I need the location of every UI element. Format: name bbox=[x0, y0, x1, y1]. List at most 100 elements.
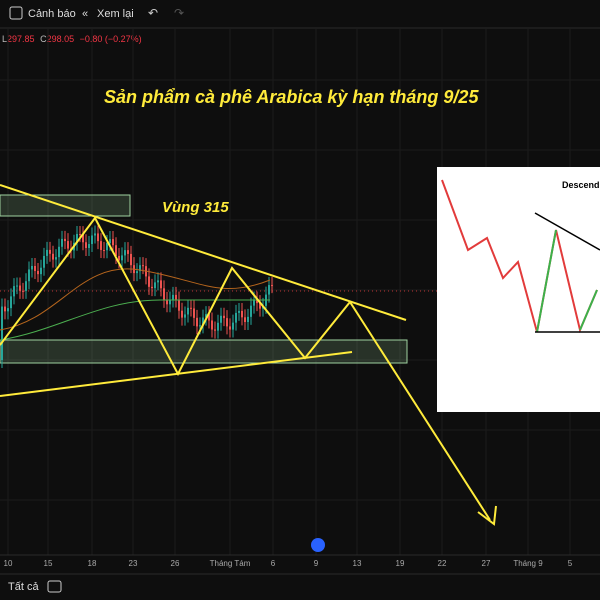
candle-body bbox=[10, 296, 12, 309]
candle-body bbox=[217, 322, 219, 331]
x-axis: 10 15 18 23 26 Tháng Tám 6 9 13 19 22 27 Tháng 9 5 bbox=[4, 559, 573, 568]
candle-body bbox=[100, 241, 102, 250]
candle-body bbox=[151, 286, 153, 289]
candle-body bbox=[241, 310, 243, 318]
date-range-icon[interactable] bbox=[47, 580, 62, 593]
candle-body bbox=[109, 239, 111, 244]
candle-body bbox=[184, 314, 186, 318]
candle-body bbox=[25, 281, 27, 291]
candle-body bbox=[40, 267, 42, 275]
candle-body bbox=[67, 241, 69, 249]
x-tick-label: 15 bbox=[44, 559, 53, 568]
undo[interactable]: ↶ bbox=[148, 6, 158, 20]
candle-body bbox=[136, 271, 138, 274]
candle-body bbox=[103, 249, 105, 251]
ohlc-label: L bbox=[2, 34, 7, 44]
candle-body bbox=[202, 317, 204, 326]
candle-body bbox=[271, 285, 273, 287]
candle-body bbox=[31, 265, 33, 270]
candle-body bbox=[118, 255, 120, 261]
x-tick-label: 9 bbox=[314, 559, 319, 568]
inset-title: Descend bbox=[562, 180, 600, 190]
inset-green bbox=[536, 229, 557, 333]
x-tick-label: 5 bbox=[568, 559, 573, 568]
candle-body bbox=[76, 234, 78, 243]
candle-body bbox=[247, 316, 249, 323]
candle-body bbox=[223, 315, 225, 319]
ohlc-value: 297.85 bbox=[7, 34, 35, 44]
candle-body bbox=[124, 250, 126, 256]
toolbar bbox=[0, 0, 600, 28]
candle-body bbox=[166, 299, 168, 305]
moving-average bbox=[0, 268, 271, 331]
alert-button[interactable]: Cảnh báo bbox=[28, 8, 76, 20]
moving-average bbox=[0, 299, 270, 341]
candle-body bbox=[211, 320, 213, 330]
ohlc: L297.85 C298.05 −0.80 (−0.27%) bbox=[2, 34, 142, 44]
candle-body bbox=[169, 299, 171, 305]
candle-body bbox=[22, 290, 24, 292]
candles bbox=[0, 225, 273, 368]
candle-body bbox=[157, 280, 159, 283]
candle-body bbox=[52, 253, 54, 260]
candle-body bbox=[220, 315, 222, 323]
candle-body bbox=[94, 233, 96, 236]
candle-body bbox=[256, 299, 258, 304]
candle-body bbox=[208, 314, 210, 321]
candle-body bbox=[193, 308, 195, 318]
candle-body bbox=[139, 265, 141, 272]
candle-body bbox=[205, 314, 207, 318]
candle-body bbox=[130, 253, 132, 266]
candle-body bbox=[112, 239, 114, 246]
chart-annotation-title: Sản phẩm cà phê Arabica kỳ hạn tháng 9/2… bbox=[104, 87, 479, 107]
pattern-lines bbox=[0, 184, 497, 526]
candle-body bbox=[175, 294, 177, 300]
candle-body bbox=[244, 317, 246, 323]
redo[interactable]: ↷ bbox=[174, 6, 184, 20]
candle-body bbox=[121, 255, 123, 261]
range-button[interactable]: Tất cả bbox=[8, 581, 39, 593]
candle-body bbox=[85, 242, 87, 248]
candle-body bbox=[190, 307, 192, 309]
candle-body bbox=[196, 317, 198, 327]
x-tick-label: Tháng 9 bbox=[513, 559, 543, 568]
candle-body bbox=[19, 285, 21, 291]
candle-body bbox=[91, 235, 93, 245]
candle-body bbox=[115, 245, 117, 256]
candle-body bbox=[232, 322, 234, 330]
candle-body bbox=[250, 305, 252, 317]
candle-body bbox=[58, 246, 60, 258]
candle-body bbox=[142, 265, 144, 267]
ohlc-value: 298.05 bbox=[47, 34, 75, 44]
event-marker[interactable] bbox=[311, 538, 325, 552]
zone-label: Vùng 315 bbox=[162, 199, 229, 216]
candle-body bbox=[28, 269, 30, 282]
x-tick-label: 26 bbox=[171, 559, 180, 568]
candle-body bbox=[238, 310, 240, 313]
candle-body bbox=[259, 303, 261, 309]
candle-body bbox=[163, 288, 165, 300]
x-tick-label: 13 bbox=[353, 559, 362, 568]
candle-body bbox=[268, 285, 270, 295]
candle-body bbox=[229, 326, 231, 330]
alert-icon[interactable] bbox=[9, 6, 23, 20]
x-tick-label: 10 bbox=[4, 559, 13, 568]
candle-body bbox=[16, 285, 18, 287]
ohlc-change: −0.80 (−0.27%) bbox=[80, 34, 142, 44]
candle-body bbox=[1, 306, 3, 360]
candle-body bbox=[172, 294, 174, 300]
candle-body bbox=[106, 243, 108, 251]
candle-body bbox=[49, 249, 51, 254]
candle-body bbox=[226, 318, 228, 327]
candle-body bbox=[154, 282, 156, 289]
x-tick-label: 22 bbox=[438, 559, 447, 568]
replay-icon[interactable]: « bbox=[82, 8, 88, 20]
x-tick-label: 27 bbox=[482, 559, 491, 568]
inset-green bbox=[579, 289, 598, 331]
replay-button[interactable]: Xem lại bbox=[97, 8, 134, 20]
candle-body bbox=[253, 299, 255, 306]
candle-body bbox=[82, 234, 84, 243]
candle-body bbox=[43, 255, 45, 268]
